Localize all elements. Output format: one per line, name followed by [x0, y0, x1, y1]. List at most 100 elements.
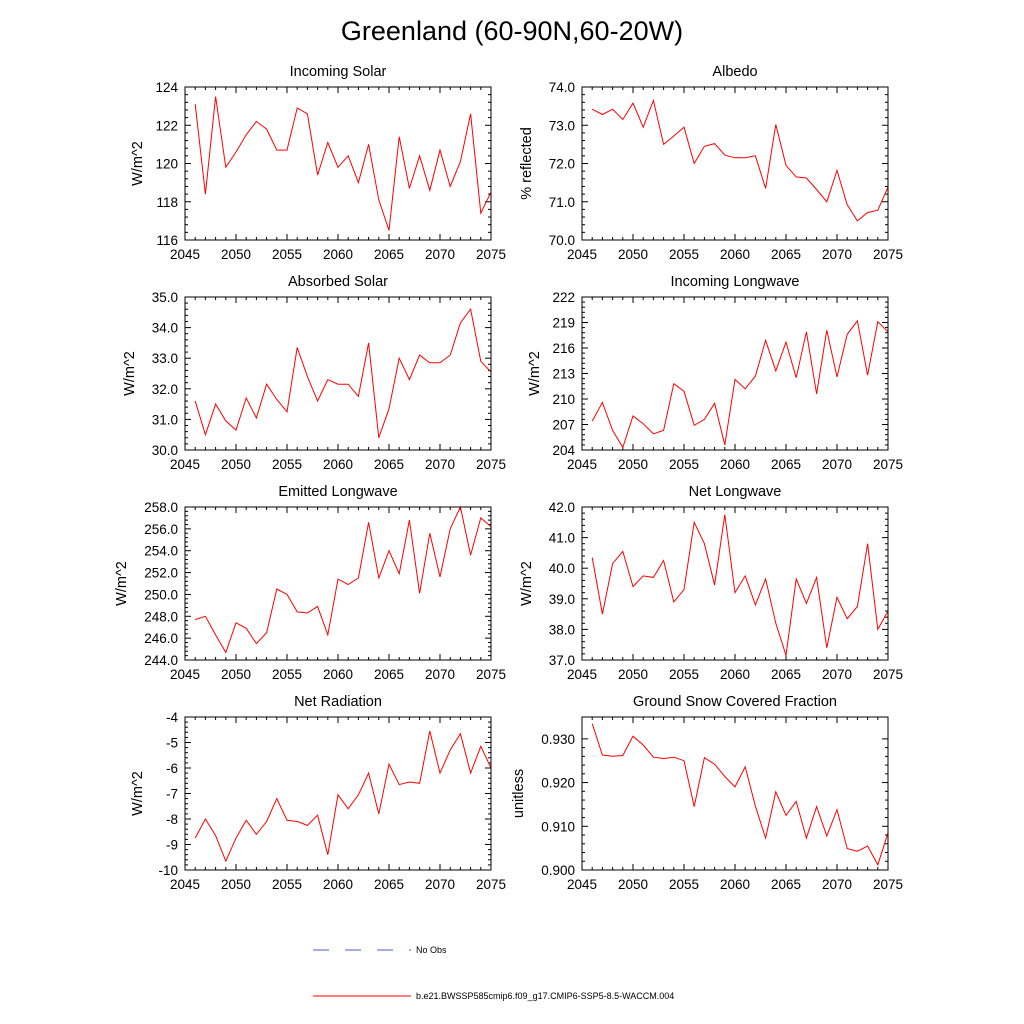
- x-tick-label: 2045: [170, 457, 200, 472]
- x-tick-label: 2070: [425, 457, 455, 472]
- x-tick-label: 2045: [170, 667, 200, 682]
- panel-title: Ground Snow Covered Fraction: [633, 694, 837, 710]
- y-tick-label: 34.0: [152, 321, 178, 336]
- x-tick-label: 2050: [618, 667, 648, 682]
- y-tick-label: 116: [156, 233, 178, 248]
- chart-panel: Emitted Longwave 2045 2050 2055 2060 2065 2070…: [114, 484, 506, 682]
- x-tick-label: 2075: [476, 457, 506, 472]
- x-tick-label: 2070: [822, 457, 852, 472]
- x-tick-label: 2060: [323, 667, 353, 682]
- x-tick-label: 2050: [618, 457, 648, 472]
- y-tick-label: 42.0: [549, 500, 575, 515]
- chart-panel: Ground Snow Covered Fraction 2045 2050 2055…: [511, 694, 903, 892]
- y-tick-label: 33.0: [152, 351, 178, 366]
- x-tick-label: 2055: [272, 247, 302, 262]
- x-tick-label: 2065: [771, 457, 801, 472]
- x-tick-label: 2045: [170, 247, 200, 262]
- y-tick-label: 32.0: [152, 382, 178, 397]
- y-tick-label: 73.0: [549, 118, 575, 133]
- series-line: [195, 505, 492, 654]
- y-tick-label: 0.920: [541, 776, 575, 791]
- figure-title: Greenland (60-90N,60-20W): [341, 16, 683, 46]
- plot-frame: [581, 506, 889, 661]
- y-tick-label: 39.0: [549, 592, 575, 607]
- x-tick-label: 2055: [669, 667, 699, 682]
- y-tick-label: 122: [155, 118, 178, 133]
- plot-frame: [184, 86, 492, 241]
- x-tick-label: 2065: [374, 877, 404, 892]
- x-tick-label: 2055: [272, 667, 302, 682]
- panel-title: Net Radiation: [294, 694, 382, 710]
- y-tick-label: 74.0: [549, 80, 575, 95]
- y-tick-label: 222: [552, 290, 575, 305]
- legend: No Obs b.e21.BWSSP585cmip6.f09_g17.CMIP6-…: [313, 945, 674, 1001]
- y-tick-label: 246.0: [144, 631, 178, 646]
- x-tick-label: 2050: [221, 667, 251, 682]
- x-tick-label: 2075: [873, 877, 903, 892]
- plot-frame: [184, 506, 492, 661]
- x-tick-label: 2065: [374, 667, 404, 682]
- y-tick-label: 38.0: [549, 622, 575, 637]
- y-tick-label: 124: [155, 80, 178, 95]
- x-tick-label: 2075: [873, 457, 903, 472]
- legend-item: b.e21.BWSSP585cmip6.f09_g17.CMIP6-SSP5-8…: [313, 991, 674, 1001]
- x-tick-label: 2050: [618, 877, 648, 892]
- y-tick-label: 258.0: [144, 500, 178, 515]
- x-tick-label: 2075: [476, 877, 506, 892]
- x-tick-label: 2075: [476, 667, 506, 682]
- x-tick-label: 2055: [669, 457, 699, 472]
- x-tick-label: 2065: [771, 247, 801, 262]
- x-tick-label: 2075: [873, 247, 903, 262]
- panel-title: Albedo: [712, 64, 757, 80]
- y-tick-label: 0.900: [541, 863, 575, 878]
- y-tick-label: 248.0: [144, 609, 178, 624]
- panels: Incoming Solar 2045 2050 2055 2060 2065 2070 20…: [114, 64, 903, 892]
- x-tick-label: 2050: [618, 247, 648, 262]
- series-line: [194, 96, 492, 231]
- y-tick-label: 219: [552, 316, 575, 331]
- y-tick-label: 35.0: [152, 290, 178, 305]
- y-tick-label: 118: [156, 195, 178, 210]
- series-line: [591, 514, 889, 656]
- y-tick-label: 70.0: [549, 233, 575, 248]
- y-axis-label: W/m^2: [130, 141, 146, 186]
- y-tick-label: -10: [158, 863, 178, 878]
- series-line: [591, 98, 889, 222]
- y-axis-label: W/m^2: [122, 351, 138, 396]
- y-tick-label: 216: [552, 341, 575, 356]
- series-line: [591, 723, 889, 867]
- plot-frame: [581, 296, 889, 451]
- plot-frame: [184, 296, 492, 451]
- x-tick-label: 2050: [221, 247, 251, 262]
- y-tick-label: 0.930: [541, 732, 575, 747]
- panel-title: Net Longwave: [689, 484, 782, 500]
- y-tick-label: 244.0: [144, 653, 178, 668]
- x-tick-label: 2070: [822, 667, 852, 682]
- x-tick-label: 2075: [873, 667, 903, 682]
- x-tick-label: 2070: [425, 877, 455, 892]
- series-line: [194, 730, 492, 863]
- x-tick-label: 2065: [771, 667, 801, 682]
- y-axis-label: % reflected: [519, 127, 535, 200]
- x-tick-label: 2050: [221, 457, 251, 472]
- y-tick-label: 31.0: [152, 412, 178, 427]
- y-tick-label: 250.0: [144, 587, 178, 602]
- series-line: [194, 307, 492, 438]
- chart-panel: Absorbed Solar 2045 2050 2055 2060 2065 2070 20…: [122, 274, 506, 472]
- series-line: [591, 319, 889, 449]
- legend-label: No Obs: [416, 945, 447, 955]
- x-tick-label: 2065: [771, 877, 801, 892]
- x-tick-label: 2060: [720, 877, 750, 892]
- plot-frame: [184, 716, 492, 871]
- y-tick-label: 256.0: [144, 522, 178, 537]
- x-tick-label: 2045: [567, 667, 597, 682]
- chart-panel: Albedo 2045 2050 2055 2060 2065 2070 2075 70.0 71…: [519, 64, 903, 262]
- x-tick-label: 2075: [476, 247, 506, 262]
- x-tick-label: 2045: [170, 877, 200, 892]
- x-tick-label: 2060: [323, 247, 353, 262]
- legend-item: No Obs: [313, 945, 447, 955]
- x-tick-label: 2055: [669, 247, 699, 262]
- x-tick-label: 2070: [822, 877, 852, 892]
- y-tick-label: 207: [552, 418, 575, 433]
